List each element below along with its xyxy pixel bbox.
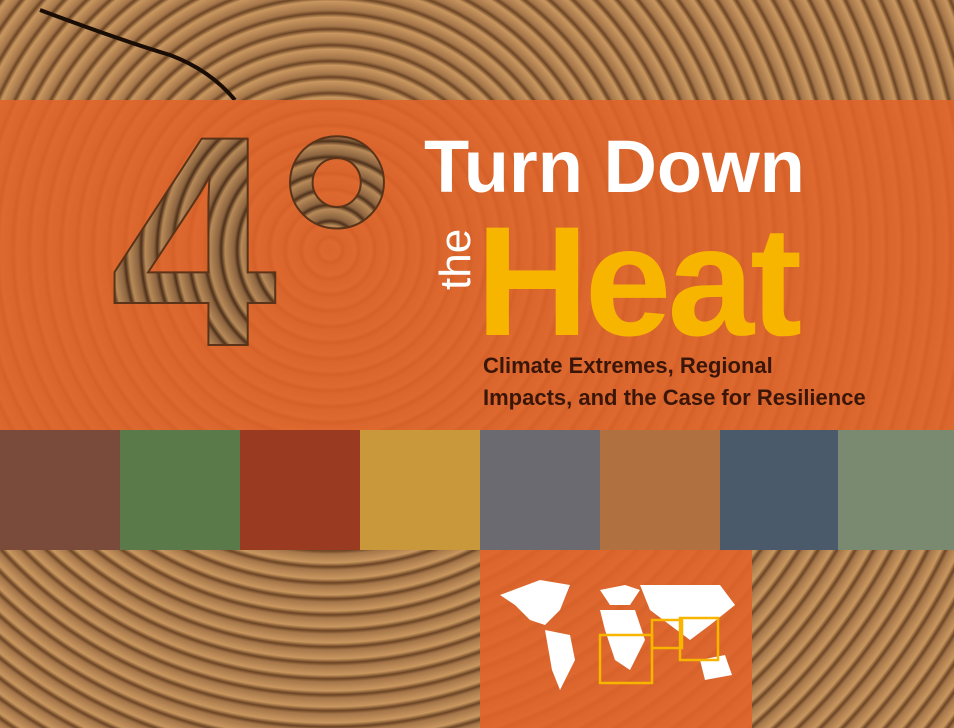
photo (240, 430, 360, 550)
photo (838, 430, 954, 550)
degree-mark: 4° (110, 73, 397, 409)
subtitle-line: Climate Extremes, Regional (483, 353, 773, 378)
region-highlights (598, 616, 720, 685)
crack (39, 8, 237, 102)
photo (0, 430, 120, 550)
title-big: Heat (476, 195, 801, 369)
photo (720, 430, 838, 550)
photo (600, 430, 720, 550)
title-small: the (431, 229, 480, 290)
photo-strip (0, 430, 954, 550)
photo (360, 430, 480, 550)
title-line1: Turn Down (424, 125, 805, 208)
photo (120, 430, 240, 550)
world-map (500, 580, 735, 690)
orange-band (0, 100, 954, 430)
subtitle-line: Impacts, and the Case for Resilience (483, 385, 866, 410)
photo (480, 430, 600, 550)
